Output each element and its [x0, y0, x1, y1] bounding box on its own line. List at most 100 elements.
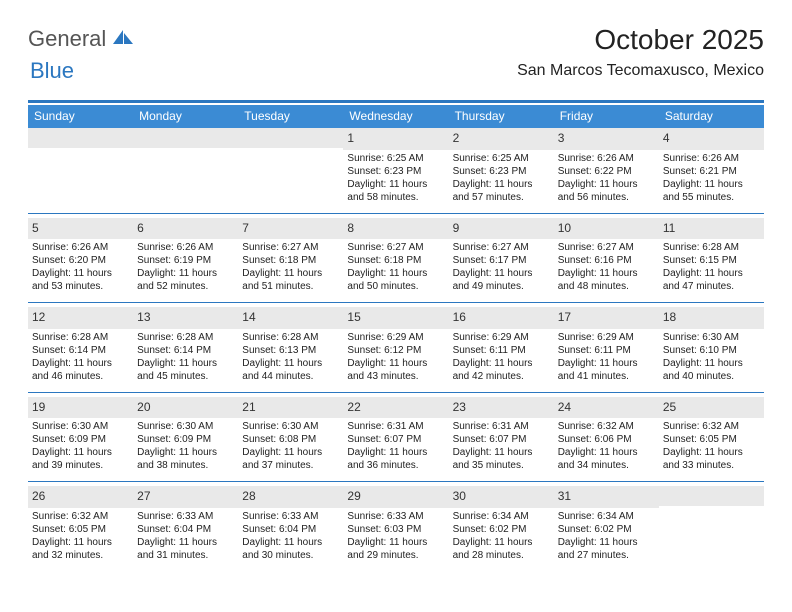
day-number: 14 — [238, 307, 343, 329]
daylight-text: Daylight: 11 hours and 51 minutes. — [242, 267, 339, 293]
sunrise-text: Sunrise: 6:29 AM — [453, 331, 550, 344]
day-details — [659, 506, 764, 511]
day-number: 10 — [554, 218, 659, 240]
calendar-cell: 6Sunrise: 6:26 AMSunset: 6:19 PMDaylight… — [133, 218, 238, 297]
day-number: 23 — [449, 397, 554, 419]
daylight-text: Daylight: 11 hours and 27 minutes. — [558, 536, 655, 562]
calendar-cell: 13Sunrise: 6:28 AMSunset: 6:14 PMDayligh… — [133, 307, 238, 386]
daylight-text: Daylight: 11 hours and 41 minutes. — [558, 357, 655, 383]
day-number: 30 — [449, 486, 554, 508]
daylight-text: Daylight: 11 hours and 58 minutes. — [347, 178, 444, 204]
daylight-text: Daylight: 11 hours and 52 minutes. — [137, 267, 234, 293]
week-separator — [28, 481, 764, 483]
day-details: Sunrise: 6:32 AMSunset: 6:06 PMDaylight:… — [554, 418, 659, 475]
day-details: Sunrise: 6:32 AMSunset: 6:05 PMDaylight:… — [659, 418, 764, 475]
calendar-cell: 19Sunrise: 6:30 AMSunset: 6:09 PMDayligh… — [28, 397, 133, 476]
day-number: 25 — [659, 397, 764, 419]
calendar-cell: 30Sunrise: 6:34 AMSunset: 6:02 PMDayligh… — [449, 486, 554, 565]
day-details: Sunrise: 6:25 AMSunset: 6:23 PMDaylight:… — [343, 150, 448, 207]
calendar-cell: 4Sunrise: 6:26 AMSunset: 6:21 PMDaylight… — [659, 128, 764, 207]
calendar-cell: 8Sunrise: 6:27 AMSunset: 6:18 PMDaylight… — [343, 218, 448, 297]
day-number: 7 — [238, 218, 343, 240]
calendar-cell: 18Sunrise: 6:30 AMSunset: 6:10 PMDayligh… — [659, 307, 764, 386]
sunset-text: Sunset: 6:03 PM — [347, 523, 444, 536]
sunrise-text: Sunrise: 6:28 AM — [137, 331, 234, 344]
sunrise-text: Sunrise: 6:31 AM — [347, 420, 444, 433]
calendar-cell: 9Sunrise: 6:27 AMSunset: 6:17 PMDaylight… — [449, 218, 554, 297]
day-details: Sunrise: 6:28 AMSunset: 6:15 PMDaylight:… — [659, 239, 764, 296]
day-details: Sunrise: 6:27 AMSunset: 6:17 PMDaylight:… — [449, 239, 554, 296]
calendar-cell: 28Sunrise: 6:33 AMSunset: 6:04 PMDayligh… — [238, 486, 343, 565]
day-number: 29 — [343, 486, 448, 508]
sunset-text: Sunset: 6:05 PM — [663, 433, 760, 446]
calendar-cell: 24Sunrise: 6:32 AMSunset: 6:06 PMDayligh… — [554, 397, 659, 476]
sunrise-text: Sunrise: 6:27 AM — [453, 241, 550, 254]
sunrise-text: Sunrise: 6:28 AM — [663, 241, 760, 254]
day-details: Sunrise: 6:29 AMSunset: 6:11 PMDaylight:… — [554, 329, 659, 386]
day-number: 27 — [133, 486, 238, 508]
sunset-text: Sunset: 6:23 PM — [347, 165, 444, 178]
sunrise-text: Sunrise: 6:28 AM — [32, 331, 129, 344]
day-details: Sunrise: 6:27 AMSunset: 6:16 PMDaylight:… — [554, 239, 659, 296]
day-number: 21 — [238, 397, 343, 419]
day-details: Sunrise: 6:33 AMSunset: 6:03 PMDaylight:… — [343, 508, 448, 565]
calendar-cell: 15Sunrise: 6:29 AMSunset: 6:12 PMDayligh… — [343, 307, 448, 386]
sunset-text: Sunset: 6:06 PM — [558, 433, 655, 446]
day-details — [238, 148, 343, 153]
sunset-text: Sunset: 6:02 PM — [453, 523, 550, 536]
daylight-text: Daylight: 11 hours and 29 minutes. — [347, 536, 444, 562]
calendar-cell: 5Sunrise: 6:26 AMSunset: 6:20 PMDaylight… — [28, 218, 133, 297]
day-details: Sunrise: 6:28 AMSunset: 6:14 PMDaylight:… — [28, 329, 133, 386]
calendar-cell — [238, 128, 343, 207]
sunrise-text: Sunrise: 6:26 AM — [137, 241, 234, 254]
day-number: 3 — [554, 128, 659, 150]
sunrise-text: Sunrise: 6:32 AM — [558, 420, 655, 433]
sunrise-text: Sunrise: 6:27 AM — [347, 241, 444, 254]
sunrise-text: Sunrise: 6:29 AM — [558, 331, 655, 344]
sunrise-text: Sunrise: 6:26 AM — [32, 241, 129, 254]
daylight-text: Daylight: 11 hours and 38 minutes. — [137, 446, 234, 472]
day-number — [659, 486, 764, 506]
sunset-text: Sunset: 6:09 PM — [137, 433, 234, 446]
sunset-text: Sunset: 6:12 PM — [347, 344, 444, 357]
sunrise-text: Sunrise: 6:26 AM — [663, 152, 760, 165]
day-details: Sunrise: 6:31 AMSunset: 6:07 PMDaylight:… — [343, 418, 448, 475]
sunrise-text: Sunrise: 6:34 AM — [558, 510, 655, 523]
sunrise-text: Sunrise: 6:30 AM — [32, 420, 129, 433]
day-header: Monday — [133, 105, 238, 128]
week-separator — [28, 302, 764, 304]
daylight-text: Daylight: 11 hours and 44 minutes. — [242, 357, 339, 383]
calendar-cell: 31Sunrise: 6:34 AMSunset: 6:02 PMDayligh… — [554, 486, 659, 565]
daylight-text: Daylight: 11 hours and 56 minutes. — [558, 178, 655, 204]
daylight-text: Daylight: 11 hours and 50 minutes. — [347, 267, 444, 293]
day-details: Sunrise: 6:34 AMSunset: 6:02 PMDaylight:… — [449, 508, 554, 565]
calendar-cell: 10Sunrise: 6:27 AMSunset: 6:16 PMDayligh… — [554, 218, 659, 297]
daylight-text: Daylight: 11 hours and 48 minutes. — [558, 267, 655, 293]
day-number: 17 — [554, 307, 659, 329]
sunset-text: Sunset: 6:18 PM — [242, 254, 339, 267]
calendar-cell — [28, 128, 133, 207]
day-details: Sunrise: 6:30 AMSunset: 6:09 PMDaylight:… — [133, 418, 238, 475]
sunrise-text: Sunrise: 6:25 AM — [347, 152, 444, 165]
daylight-text: Daylight: 11 hours and 46 minutes. — [32, 357, 129, 383]
day-header: Saturday — [659, 105, 764, 128]
day-number: 24 — [554, 397, 659, 419]
calendar-cell — [133, 128, 238, 207]
daylight-text: Daylight: 11 hours and 39 minutes. — [32, 446, 129, 472]
sunset-text: Sunset: 6:02 PM — [558, 523, 655, 536]
day-details: Sunrise: 6:27 AMSunset: 6:18 PMDaylight:… — [238, 239, 343, 296]
day-details: Sunrise: 6:30 AMSunset: 6:08 PMDaylight:… — [238, 418, 343, 475]
day-details: Sunrise: 6:34 AMSunset: 6:02 PMDaylight:… — [554, 508, 659, 565]
day-header: Friday — [554, 105, 659, 128]
day-header: Sunday — [28, 105, 133, 128]
day-details: Sunrise: 6:25 AMSunset: 6:23 PMDaylight:… — [449, 150, 554, 207]
sunset-text: Sunset: 6:11 PM — [558, 344, 655, 357]
day-number: 6 — [133, 218, 238, 240]
day-number: 26 — [28, 486, 133, 508]
location-text: San Marcos Tecomaxusco, Mexico — [517, 62, 764, 80]
day-details: Sunrise: 6:27 AMSunset: 6:18 PMDaylight:… — [343, 239, 448, 296]
calendar-cell: 21Sunrise: 6:30 AMSunset: 6:08 PMDayligh… — [238, 397, 343, 476]
daylight-text: Daylight: 11 hours and 57 minutes. — [453, 178, 550, 204]
daylight-text: Daylight: 11 hours and 28 minutes. — [453, 536, 550, 562]
logo: General — [28, 26, 136, 52]
